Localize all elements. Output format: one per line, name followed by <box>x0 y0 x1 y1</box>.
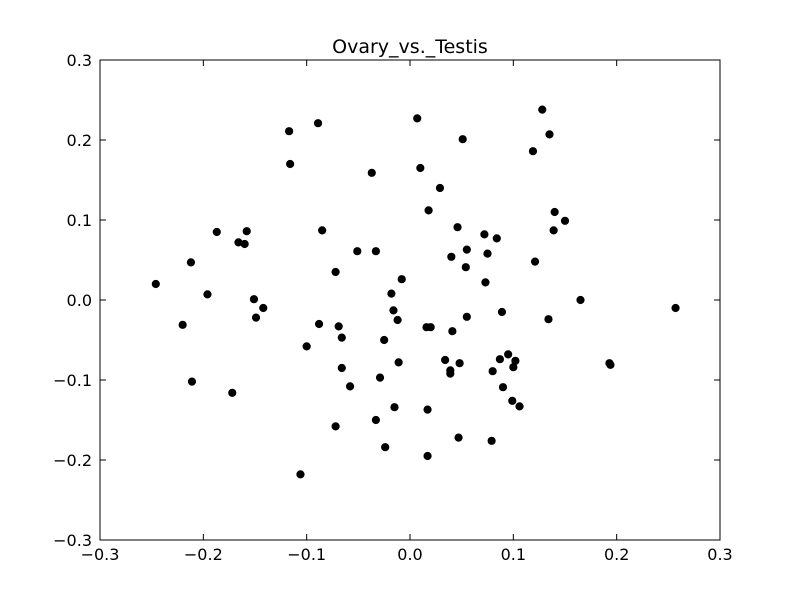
data-point <box>331 422 340 431</box>
data-point <box>426 323 435 332</box>
data-point <box>285 127 294 136</box>
data-point <box>203 290 212 299</box>
x-tick-label: 0.2 <box>604 545 629 564</box>
data-point <box>480 230 489 239</box>
data-point <box>259 303 268 313</box>
chart-title: Ovary_vs._Testis <box>332 36 488 58</box>
data-point <box>441 355 450 365</box>
data-point <box>462 245 471 254</box>
y-tick-label: 0.1 <box>67 211 92 230</box>
data-point <box>448 327 457 336</box>
data-point <box>334 322 343 331</box>
data-point <box>545 130 554 139</box>
data-point <box>458 135 467 144</box>
data-point <box>488 367 497 376</box>
data-point <box>481 278 490 287</box>
data-point <box>337 363 346 373</box>
data-point <box>375 373 385 382</box>
data-point <box>435 183 445 193</box>
data-point <box>483 249 492 258</box>
data-point <box>151 279 160 289</box>
y-tick-label: 0.0 <box>67 291 92 310</box>
y-tick-label: 0.2 <box>67 131 92 150</box>
data-point <box>528 147 538 156</box>
data-point <box>394 358 403 367</box>
data-point <box>212 227 221 237</box>
y-tick-label: −0.3 <box>53 531 92 550</box>
data-point <box>337 333 346 342</box>
data-point <box>671 303 680 313</box>
data-point <box>550 207 559 217</box>
data-point <box>446 369 455 378</box>
x-tick-label: −0.1 <box>287 545 326 564</box>
data-point <box>544 315 553 324</box>
data-point <box>318 226 327 235</box>
data-point <box>387 289 396 298</box>
data-point <box>538 105 547 114</box>
data-point <box>240 239 249 249</box>
data-point <box>345 382 355 391</box>
x-tick-label: −0.2 <box>184 545 223 564</box>
data-point <box>397 275 406 284</box>
data-point <box>413 114 422 123</box>
data-point <box>423 451 432 461</box>
data-point <box>495 355 504 364</box>
data-point <box>455 359 464 368</box>
data-point <box>367 168 376 177</box>
x-tick-label: 0.1 <box>501 545 526 564</box>
data-point <box>453 223 462 232</box>
data-point <box>423 405 432 414</box>
data-point <box>381 443 390 452</box>
data-point <box>228 388 237 397</box>
data-point <box>416 163 425 173</box>
data-point <box>371 415 380 425</box>
data-point <box>380 335 389 345</box>
y-tick-label: 0.3 <box>67 51 92 70</box>
data-point <box>186 258 196 267</box>
data-point <box>187 377 197 386</box>
data-point <box>424 206 433 215</box>
data-point <box>249 295 259 304</box>
data-point <box>447 252 456 261</box>
data-point <box>178 320 187 329</box>
data-point <box>251 313 261 322</box>
data-point <box>313 119 323 128</box>
data-point <box>389 306 398 315</box>
plot-area: −0.3 −0.2 −0.1 0.0 0.1 0.2 0.3 −0.3 −0.2 −0.1 0.0 0… <box>53 51 733 564</box>
data-point <box>576 295 585 305</box>
data-point <box>549 226 558 235</box>
data-point <box>353 247 362 256</box>
x-tick-label: 0.0 <box>397 545 422 564</box>
data-point <box>515 402 524 411</box>
x-tick-label: −0.3 <box>81 545 120 564</box>
data-point <box>498 383 508 392</box>
data-point <box>371 247 380 256</box>
data-point <box>560 216 570 225</box>
data-point <box>462 312 471 321</box>
data-point <box>487 436 496 445</box>
data-point <box>390 403 399 412</box>
data-point <box>508 396 517 405</box>
y-tick-label: −0.1 <box>53 371 92 390</box>
data-point <box>331 267 340 277</box>
data-point <box>530 257 540 266</box>
y-tick-label: −0.2 <box>53 451 92 470</box>
data-point <box>286 159 295 169</box>
x-tick-label: 0.3 <box>707 545 732 564</box>
data-point <box>242 227 251 236</box>
data-point <box>504 350 513 359</box>
data-point <box>461 263 470 272</box>
data-point <box>497 307 507 317</box>
data-point <box>314 319 324 329</box>
data-point <box>302 342 311 351</box>
data-point <box>492 234 501 243</box>
data-point <box>606 360 615 369</box>
data-point <box>511 356 520 365</box>
data-point <box>393 315 402 325</box>
data-point <box>454 433 463 442</box>
data-point <box>296 470 305 479</box>
